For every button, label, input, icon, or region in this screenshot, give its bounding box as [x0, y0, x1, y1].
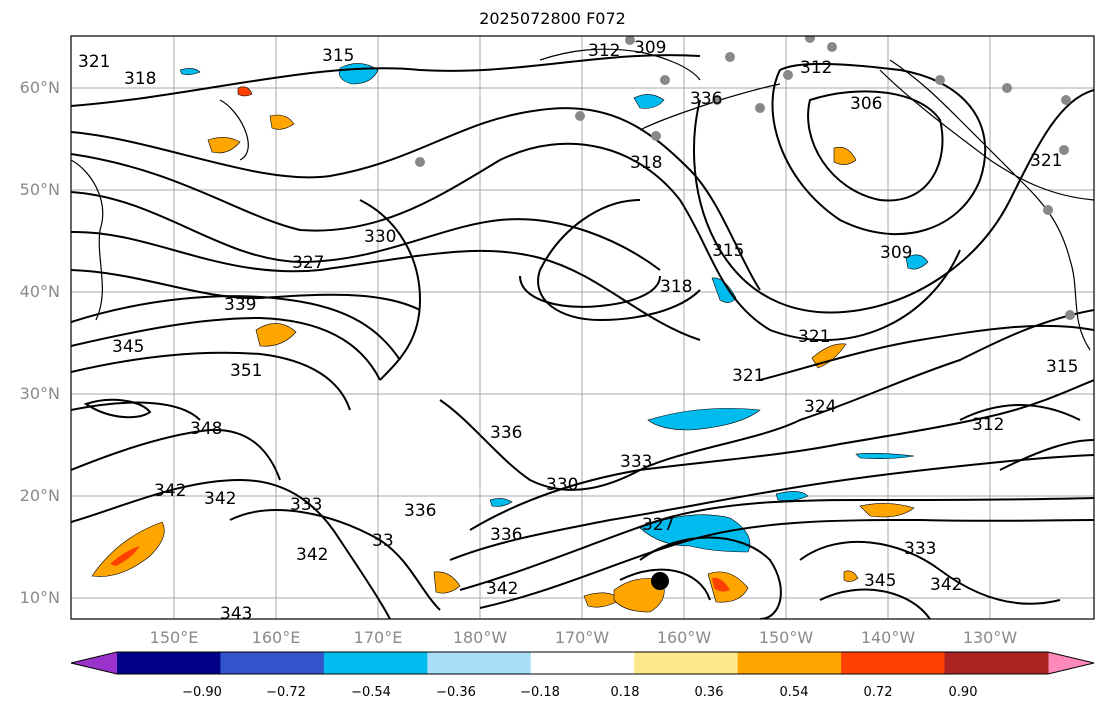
colorbar-tick-label: 0.18	[610, 685, 640, 700]
lat-label: 20°N	[19, 486, 60, 505]
contour-label: 336	[690, 89, 722, 109]
contour-label: 309	[880, 243, 912, 263]
lon-label: 170°W	[554, 628, 610, 647]
contour-label: 318	[124, 69, 156, 89]
map-title: 2025072800 F072	[479, 9, 626, 28]
contour-label: 339	[224, 295, 256, 315]
contour-label: 33	[372, 531, 394, 551]
contour-label: 321	[1030, 151, 1062, 171]
graticule	[71, 36, 1094, 619]
contour-label: 342	[486, 579, 518, 599]
lon-label: 180°W	[452, 628, 508, 647]
colorbar-tick-label: 0.36	[694, 685, 724, 700]
contour-label: 315	[322, 46, 354, 66]
lat-label: 60°N	[19, 78, 60, 97]
colorbar-segment	[117, 652, 221, 674]
contour-label: 306	[850, 94, 882, 114]
contour-label: 351	[230, 361, 262, 381]
lat-label: 40°N	[19, 282, 60, 301]
contour-label: 321	[732, 366, 764, 386]
colorbar-extend-right	[1048, 652, 1094, 674]
contour-label: 315	[1046, 357, 1078, 377]
colorbar-tick-label: −0.36	[436, 685, 476, 700]
colorbar-outline	[70, 651, 1095, 675]
colorbar-tick-label: −0.72	[266, 685, 306, 700]
contour-label: 342	[154, 481, 186, 501]
contours	[71, 54, 1094, 619]
colorbar-segment	[530, 652, 635, 674]
storm-center-marker	[651, 572, 669, 590]
contour-label: 342	[296, 545, 328, 565]
lon-label: 160°E	[251, 628, 301, 647]
colorbar-tick-label: 0.72	[863, 685, 893, 700]
contour-label: 309	[634, 38, 666, 58]
colorbar-segment	[323, 652, 428, 674]
contour-label: 345	[112, 337, 144, 357]
contour-label: 342	[204, 489, 236, 509]
contour-label: 327	[642, 515, 674, 535]
contour-label: 336	[404, 501, 436, 521]
contour-label: 321	[78, 52, 110, 72]
contour-label: 312	[800, 58, 832, 78]
lon-label: 160°W	[656, 628, 712, 647]
contour-label: 345	[864, 571, 896, 591]
contour-label: 333	[620, 452, 652, 472]
contour-label: 333	[904, 539, 936, 559]
colorbar-segment	[841, 652, 946, 674]
map-frame	[70, 35, 1095, 620]
contour-label: 330	[364, 227, 396, 247]
contour-label: 321	[798, 327, 830, 347]
lon-label: 150°E	[149, 628, 199, 647]
colorbar-tick-label: 0.90	[948, 685, 978, 700]
contour-label: 315	[712, 241, 744, 261]
lon-label: 170°E	[353, 628, 403, 647]
colorbar-tick-label: −0.54	[351, 685, 391, 700]
lat-label: 30°N	[19, 384, 60, 403]
contour-label: 336	[490, 525, 522, 545]
lon-label: 130°W	[962, 628, 1018, 647]
coastlines	[71, 48, 1094, 351]
lat-label: 50°N	[19, 180, 60, 199]
contour-label: 312	[972, 415, 1004, 435]
colorbar-tick-label: −0.18	[520, 685, 560, 700]
colorbar-segment	[220, 652, 325, 674]
colorbar	[70, 651, 1095, 675]
contour-label: 348	[190, 419, 222, 439]
contour-label: 330	[546, 475, 578, 495]
contour-label: 336	[490, 423, 522, 443]
contour-label: 318	[630, 153, 662, 173]
contour-label: 333	[290, 495, 322, 515]
colorbar-tick-label: −0.90	[182, 685, 222, 700]
colorbar-tick-label: 0.54	[779, 685, 809, 700]
contour-label: 327	[292, 253, 324, 273]
contour-label: 324	[804, 397, 836, 417]
colorbar-segment	[634, 652, 739, 674]
lat-label: 10°N	[19, 588, 60, 607]
station-markers	[415, 36, 1075, 320]
contour-label: 342	[930, 575, 962, 595]
colorbar-segment	[944, 652, 1049, 674]
shaded-field	[91, 63, 929, 613]
colorbar-segment	[737, 652, 842, 674]
lon-label: 150°W	[758, 628, 814, 647]
colorbar-segment	[427, 652, 532, 674]
colorbar-extend-left	[71, 652, 117, 674]
contour-label: 318	[660, 277, 692, 297]
contour-label: 312	[588, 41, 620, 61]
lon-label: 140°W	[860, 628, 916, 647]
contour-label: 343	[220, 604, 252, 624]
contour-labels: 321 318 315 312 309 312 306 321 318 315 …	[78, 38, 1078, 624]
